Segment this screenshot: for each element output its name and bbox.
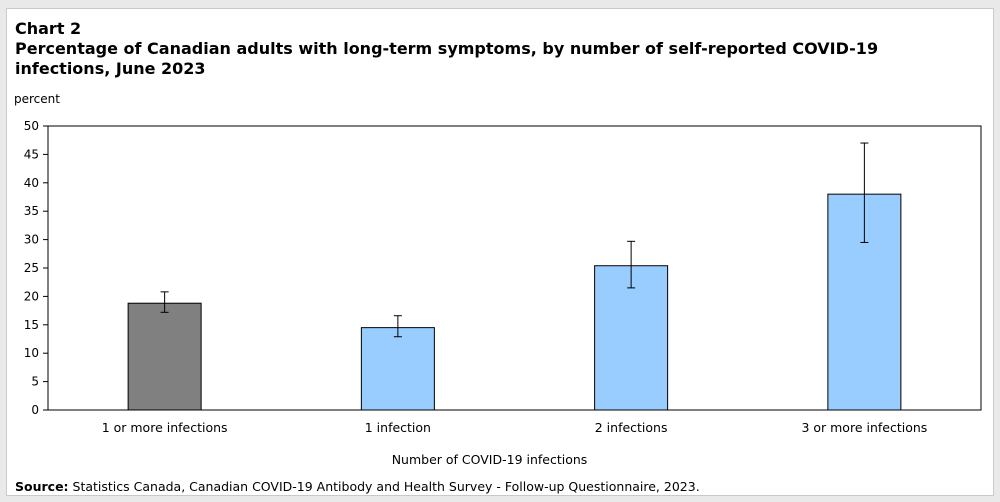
y-tick-label: 10 [24,346,39,360]
y-tick-label: 50 [24,119,39,133]
chart-number-label: Chart 2 [15,19,82,38]
y-axis-unit-label: percent [14,92,60,106]
bar [360,327,435,411]
y-tick-label: 35 [24,204,39,218]
x-tick-label: 2 infections [595,420,668,435]
source-text: Statistics Canada, Canadian COVID-19 Ant… [68,479,700,494]
y-tick-label: 25 [24,261,39,275]
source-label: Source: [15,479,69,494]
y-tick-label: 45 [24,147,39,161]
x-tick-label: 3 or more infections [801,420,927,435]
source-note: Source: Statistics Canada, Canadian COVI… [15,479,700,494]
bar [127,302,202,411]
bar-chart: 0 5 10 15 20 25 30 35 40 45 50 1 or more infections… [24,119,982,467]
y-tick-label: 15 [24,318,39,332]
y-tick-label: 20 [24,289,39,303]
x-axis-title: Number of COVID-19 infections [392,452,588,467]
y-tick-label: 0 [31,403,39,417]
chart-title: Percentage of Canadian adults with long-… [15,39,879,78]
y-tick-label: 30 [24,233,39,247]
chart-card: Chart 2 Percentage of Canadian adults wi… [6,8,994,496]
y-tick-label: 40 [24,176,39,190]
y-tick-label: 5 [31,375,39,389]
x-tick-label: 1 or more infections [102,420,228,435]
x-tick-label: 1 infection [365,420,431,435]
